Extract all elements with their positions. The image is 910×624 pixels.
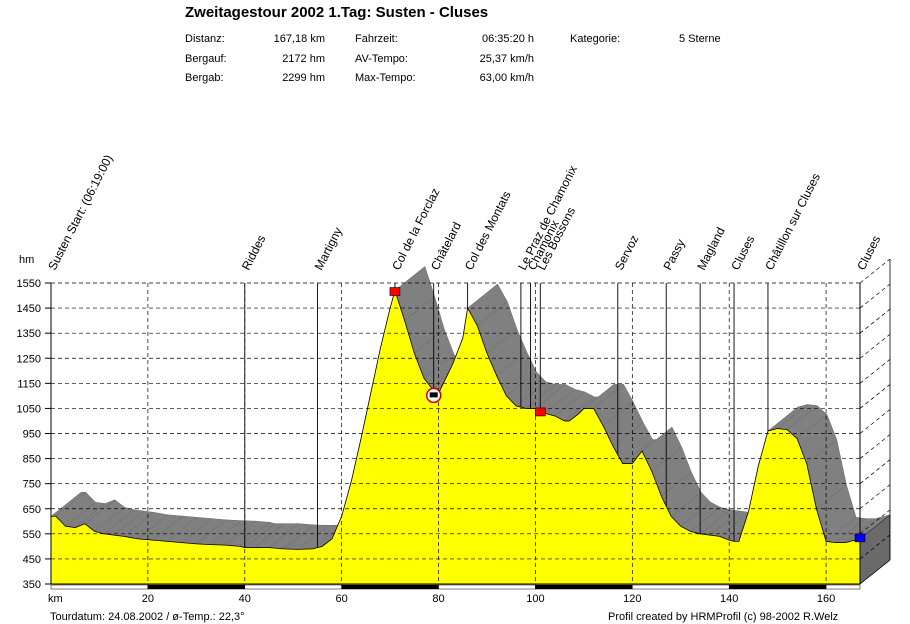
scale-bar-segment — [825, 584, 861, 590]
x-scale-bar — [50, 584, 861, 590]
ascent-label: Bergauf: — [185, 53, 227, 65]
avg-speed-label: AV-Tempo: — [355, 53, 408, 65]
scale-bar-segment — [632, 584, 730, 590]
x-tick-label: 80 — [432, 593, 444, 605]
descent-value: 2299 hm — [282, 72, 325, 84]
y-tick-label: 950 — [23, 429, 41, 441]
grid-line-y-depth — [859, 359, 891, 384]
x-tick-label: 60 — [336, 593, 348, 605]
x-tick-label: 100 — [526, 593, 544, 605]
profile-depth-group — [50, 265, 891, 550]
y-tick-label: 650 — [23, 504, 41, 516]
tour-info: Tourdatum: 24.08.2002 / ø-Temp.: 22,3° — [50, 611, 245, 623]
max-speed-value: 63,00 km/h — [479, 72, 534, 84]
chart-title: Zweitagestour 2002 1.Tag: Susten - Cluse… — [185, 4, 489, 21]
scale-bar-segment — [438, 584, 536, 590]
y-tick-label: 750 — [23, 479, 41, 491]
x-tick-label: 120 — [623, 593, 641, 605]
category-label: Kategorie: — [570, 33, 621, 45]
y-axis-label: hm — [19, 254, 34, 266]
depth-base-line — [859, 559, 891, 585]
waypoint-label: Servoz — [612, 233, 641, 273]
time-label: Fahrzeit: — [355, 33, 398, 45]
grid-line-y-depth — [859, 459, 891, 484]
scale-bar-segment — [244, 584, 342, 590]
grid-line-y-depth — [859, 434, 891, 459]
finish-marker — [854, 533, 866, 543]
waypoint-label: Martigny — [312, 225, 345, 272]
border-marker-bar — [429, 392, 438, 398]
waypoint-label: Châtillon sur Cluses — [762, 171, 823, 272]
x-tick-label: 20 — [142, 593, 154, 605]
waypoint-label: Châtelard — [428, 220, 464, 273]
avg-speed-value: 25,37 km/h — [479, 53, 534, 65]
waypoint-label: Riddes — [239, 233, 268, 273]
y-tick-label: 1050 — [17, 403, 41, 415]
scale-bar-segment — [341, 584, 439, 590]
grid-line-y-depth — [859, 484, 891, 510]
summit-marker — [389, 287, 401, 296]
y-tick-label: 550 — [23, 529, 41, 541]
time-value: 06:35:20 h — [482, 33, 534, 45]
x-tick-label: 160 — [817, 593, 835, 605]
waypoint-label: Magland — [694, 225, 727, 272]
scale-bar-segment — [728, 584, 827, 590]
ascent-value: 2172 hm — [282, 53, 325, 65]
grid-line-y-depth — [859, 384, 891, 409]
waypoint-label: Col des Montats — [462, 189, 514, 273]
pass-marker — [534, 407, 546, 417]
max-speed-label: Max-Tempo: — [355, 72, 416, 84]
credit: Profil created by HRMProfil (c) 98-2002 … — [608, 611, 839, 623]
x-tick-label: 140 — [720, 593, 738, 605]
y-tick-label: 1350 — [17, 328, 41, 340]
y-tick-label: 850 — [23, 454, 41, 466]
waypoint-label: Susten Start: (06:19:00) — [45, 152, 115, 272]
descent-label: Bergab: — [185, 72, 224, 84]
scale-bar-segment — [147, 584, 246, 590]
y-tick-label: 350 — [23, 579, 41, 591]
waypoint-label: Cluses — [854, 233, 883, 272]
y-tick-label: 1450 — [17, 303, 41, 315]
y-tick-label: 1150 — [17, 378, 41, 390]
x-axis-label: km — [48, 593, 63, 605]
distance-label: Distanz: — [185, 33, 225, 45]
waypoint-label: Passy — [660, 237, 687, 272]
grid-line-y-depth — [859, 283, 891, 309]
distance-value: 167,18 km — [273, 33, 325, 45]
y-tick-label: 1250 — [17, 353, 41, 365]
profile-area — [50, 289, 861, 585]
scale-bar-segment — [535, 584, 633, 590]
y-tick-label: 1550 — [17, 278, 41, 290]
category-value: 5 Sterne — [679, 33, 721, 45]
waypoint-label: Cluses — [728, 233, 757, 272]
scale-bar-segment — [50, 584, 149, 590]
grid-line-y-depth — [859, 409, 891, 434]
grid-line-y-depth — [859, 333, 891, 359]
grid-line-y-depth — [859, 308, 891, 334]
y-tick-label: 450 — [23, 554, 41, 566]
x-tick-label: 40 — [239, 593, 251, 605]
